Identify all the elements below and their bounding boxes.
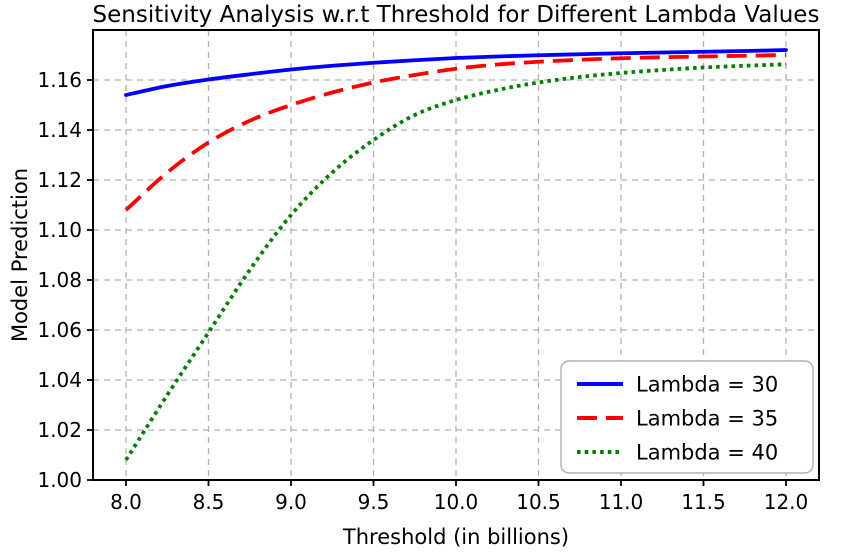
y-tick-label: 1.12 — [37, 168, 82, 192]
x-tick-label: 12.0 — [764, 490, 809, 514]
x-axis-label: Threshold (in billions) — [342, 525, 569, 549]
y-tick-label: 1.06 — [37, 318, 82, 342]
legend: Lambda = 30 Lambda = 35 Lambda = 40 — [560, 360, 814, 474]
legend-entry-label: Lambda = 35 — [636, 407, 778, 431]
y-tick-label: 1.04 — [37, 368, 82, 392]
y-axis-label: Model Prediction — [8, 168, 32, 342]
x-tick-label: 8.5 — [193, 490, 225, 514]
y-tick-label: 1.10 — [37, 218, 82, 242]
legend-entry-lambda-30: Lambda = 30 — [577, 373, 778, 397]
x-tick-label: 9.0 — [275, 490, 307, 514]
y-tick-label: 1.16 — [37, 68, 82, 92]
x-tick-label: 10.5 — [516, 490, 561, 514]
y-tick-label: 1.00 — [37, 468, 82, 492]
x-tick-label: 10.0 — [434, 490, 479, 514]
series-line-lambda-35 — [124, 53, 787, 212]
x-tick-label: 11.0 — [599, 490, 644, 514]
chart-title: Sensitivity Analysis w.r.t Threshold for… — [93, 2, 820, 28]
series-line-lambda-40 — [124, 62, 787, 462]
legend-entry-label: Lambda = 30 — [636, 373, 778, 397]
y-tick-label: 1.02 — [37, 418, 82, 442]
plot-border — [92, 29, 820, 481]
series-line-lambda-30 — [124, 48, 788, 97]
y-tick-label: 1.08 — [37, 268, 82, 292]
x-tick-label: 8.0 — [110, 490, 142, 514]
x-tick-label: 9.5 — [358, 490, 390, 514]
y-tick-label: 1.14 — [37, 118, 82, 142]
legend-entry-lambda-35: Lambda = 35 — [577, 407, 778, 431]
x-tick-label: 11.5 — [681, 490, 726, 514]
legend-entry-lambda-40: Lambda = 40 — [577, 441, 778, 465]
legend-box — [560, 360, 814, 474]
legend-entry-label: Lambda = 40 — [636, 441, 778, 465]
